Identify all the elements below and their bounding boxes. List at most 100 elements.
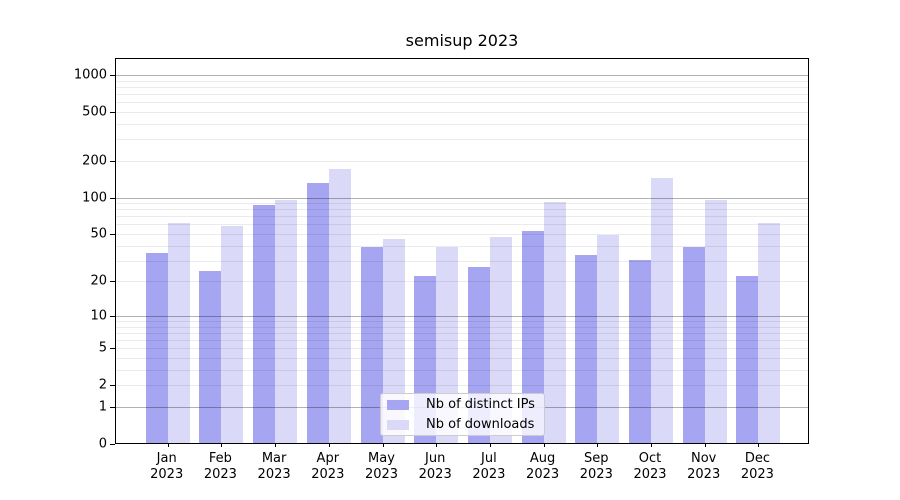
bar-downloads-dec: [758, 222, 781, 443]
bar-distinct-ips-dec: [736, 275, 759, 443]
minor-gridline: [116, 216, 808, 218]
y-tick-mark: [110, 74, 115, 76]
minor-gridline: [116, 369, 808, 371]
bar-downloads-mar: [275, 199, 298, 443]
bar-distinct-ips-sep: [575, 254, 598, 443]
minor-gridline: [116, 348, 808, 350]
minor-gridline: [116, 160, 808, 162]
y-tick-mark: [110, 234, 115, 235]
bar-distinct-ips-jan: [145, 253, 168, 443]
minor-gridline: [116, 86, 808, 88]
x-tick-mark: [328, 443, 330, 447]
y-tick-label: 100: [82, 190, 107, 205]
y-tick-label: 50: [90, 226, 107, 242]
x-tick-label-apr: Apr 2023: [311, 451, 345, 482]
plot-inner: [110, 59, 808, 447]
minor-gridline: [116, 203, 808, 204]
x-tick-mark: [489, 443, 491, 447]
y-tick-mark: [110, 444, 115, 445]
minor-gridline: [116, 321, 808, 322]
major-gridline: [116, 197, 808, 199]
minor-gridline: [116, 385, 808, 387]
y-tick-mark: [110, 197, 115, 199]
legend-item-distinct-ips: Nb of distinct IPs: [387, 395, 544, 415]
x-axis-labels: Jan 2023 Feb 2023 Mar 2023 Apr 2023 May 2023 Jun 20…: [115, 451, 809, 491]
plot-area: Nb of distinct IPs Nb of downloads: [110, 58, 809, 447]
minor-gridline: [116, 326, 808, 328]
minor-gridline: [116, 340, 808, 342]
y-tick-mark: [110, 407, 115, 408]
bar-downloads-may: [382, 238, 405, 443]
legend: Nb of distinct IPs Nb of downloads: [380, 393, 545, 436]
bar-distinct-ips-mar: [253, 205, 276, 443]
y-tick-label: 500: [82, 104, 107, 120]
x-tick-label-jan: Jan 2023: [150, 451, 184, 482]
x-tick-label-may: May 2023: [364, 451, 399, 482]
y-tick-mark: [110, 111, 115, 113]
bar-downloads-apr: [328, 169, 351, 443]
bar-downloads-jul: [489, 237, 512, 443]
x-tick-label-dec: Dec 2023: [740, 451, 774, 482]
bar-distinct-ips-feb: [199, 271, 222, 443]
bar-distinct-ips-may: [360, 247, 383, 443]
minor-gridline: [116, 260, 808, 262]
y-tick-label: 5: [98, 340, 107, 356]
minor-gridline: [116, 139, 808, 141]
y-tick-label: 1000: [73, 67, 107, 83]
x-tick-mark: [382, 443, 384, 447]
y-tick-label: 10: [90, 308, 107, 324]
x-tick-label-aug: Aug 2023: [526, 451, 560, 482]
legend-swatch-distinct-ips: [387, 399, 409, 410]
x-tick-mark: [221, 443, 223, 447]
minor-gridline: [116, 245, 808, 247]
y-tick-label: 2: [98, 377, 107, 393]
bar-downloads-nov: [704, 199, 727, 443]
y-axis-labels: 1000 500 200 100 50 20 10 5 2 1 0: [0, 58, 107, 450]
x-tick-mark: [704, 443, 706, 447]
minor-gridline: [116, 94, 808, 95]
bar-downloads-oct: [651, 178, 673, 443]
x-tick-mark: [758, 443, 760, 447]
minor-gridline: [116, 111, 808, 113]
legend-label-distinct-ips: Nb of distinct IPs: [426, 396, 535, 412]
x-tick-mark: [275, 443, 277, 447]
x-tick-label-nov: Nov 2023: [687, 451, 721, 482]
bar-downloads-aug: [543, 201, 566, 443]
minor-gridline: [116, 209, 808, 211]
minor-gridline: [116, 224, 808, 226]
x-tick-label-mar: Mar 2023: [257, 451, 291, 482]
y-tick-mark: [110, 315, 115, 317]
minor-gridline: [116, 123, 808, 125]
x-tick-label-jun: Jun 2023: [418, 451, 452, 482]
x-tick-label-feb: Feb 2023: [203, 451, 237, 482]
y-tick-label: 0: [98, 436, 107, 452]
y-tick-label: 20: [90, 273, 107, 289]
x-tick-label-sep: Sep 2023: [579, 451, 613, 482]
minor-gridline: [116, 281, 808, 283]
x-tick-mark: [597, 443, 599, 447]
bar-downloads-feb: [221, 226, 244, 443]
bar-downloads-sep: [597, 235, 620, 443]
y-tick-mark: [110, 348, 115, 350]
y-tick-label: 200: [82, 153, 107, 169]
minor-gridline: [116, 234, 808, 235]
minor-gridline: [116, 80, 808, 82]
x-tick-mark: [543, 443, 545, 447]
y-tick-label: 1: [98, 399, 107, 415]
minor-gridline: [116, 332, 808, 334]
bar-distinct-ips-oct: [629, 259, 651, 443]
chart-title: semisup 2023: [405, 31, 519, 50]
legend-swatch-downloads: [387, 419, 409, 430]
y-tick-mark: [110, 281, 115, 283]
minor-gridline: [116, 102, 808, 104]
x-tick-mark: [436, 443, 438, 447]
x-tick-label-oct: Oct 2023: [633, 451, 667, 482]
minor-gridline: [116, 358, 808, 359]
major-gridline: [116, 74, 808, 76]
bar-distinct-ips-nov: [682, 247, 705, 443]
bar-downloads-jan: [167, 222, 190, 443]
major-gridline: [116, 315, 808, 317]
legend-item-downloads: Nb of downloads: [387, 415, 544, 435]
x-tick-mark: [167, 443, 169, 447]
